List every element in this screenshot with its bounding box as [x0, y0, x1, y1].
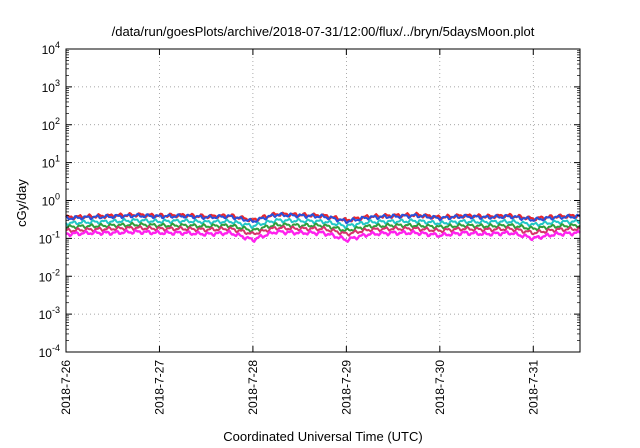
y-tick-label: 10-3	[39, 305, 60, 322]
y-tick-label: 10-1	[39, 229, 60, 246]
y-tick-label: 10-2	[39, 267, 60, 284]
x-tick-labels: 2018-7-26 2018-7-27 2018-7-28 2018-7-29 2018…	[59, 360, 540, 415]
y-tick-labels: 104 103 102 101 100 10-1 10-2 10-3 10-4	[39, 40, 60, 360]
x-tick-label: 2018-7-28	[246, 360, 260, 415]
x-tick-label: 2018-7-26	[59, 360, 73, 415]
series-line-3	[65, 217, 581, 229]
x-axis-label: Coordinated Universal Time (UTC)	[223, 429, 422, 444]
x-tick-label: 2018-7-29	[339, 360, 353, 415]
x-tick-label: 2018-7-27	[152, 360, 166, 415]
y-tick-label: 100	[42, 192, 60, 209]
series-line-6	[65, 228, 581, 243]
series-line-5	[65, 225, 581, 237]
series-line-2	[65, 212, 581, 225]
x-tick-label: 2018-7-30	[433, 360, 447, 415]
x-tick-label: 2018-7-31	[526, 360, 540, 415]
y-tick-label: 103	[42, 78, 60, 95]
data-series	[65, 211, 581, 243]
y-tick-label: 104	[42, 40, 60, 57]
y-tick-label: 101	[42, 154, 60, 171]
chart-title: /data/run/goesPlots/archive/2018-07-31/1…	[112, 24, 535, 39]
axis-ticks	[65, 48, 580, 353]
y-axis-label: cGy/day	[14, 179, 29, 227]
y-tick-label: 10-4	[39, 343, 60, 360]
y-tick-label: 102	[42, 116, 60, 133]
